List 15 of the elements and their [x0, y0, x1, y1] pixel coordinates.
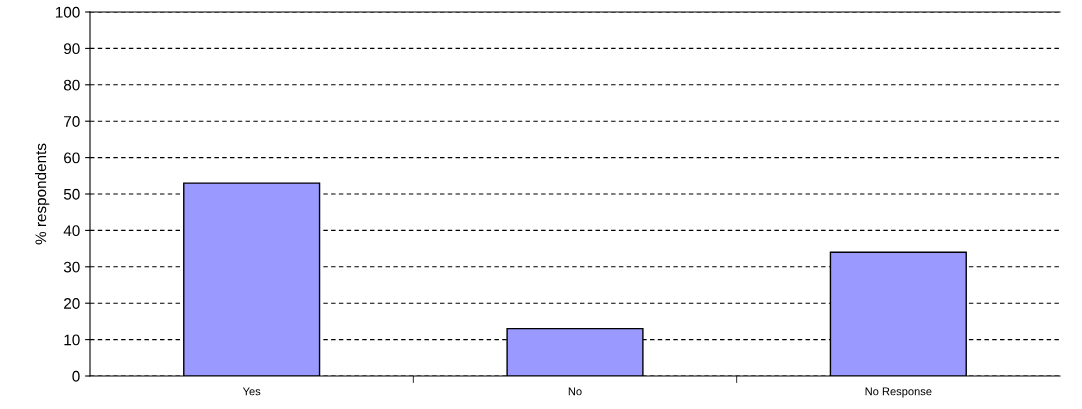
y-tick-label: 10	[64, 334, 80, 346]
x-tick-label: Yes	[242, 387, 261, 396]
y-tick-label: 0	[72, 370, 80, 382]
y-tick-label: 60	[64, 152, 80, 164]
y-axis-title: % respondents	[34, 143, 50, 245]
y-tick-label: 50	[63, 188, 80, 200]
y-tick-label: 30	[63, 261, 80, 273]
y-tick-label: 90	[64, 43, 80, 55]
y-tick-label: 100	[55, 6, 80, 18]
y-tick-label: 80	[63, 79, 80, 91]
x-tick-label: No	[568, 387, 582, 396]
x-tick-label: No Response	[865, 387, 932, 398]
y-tick-label: 20	[64, 298, 80, 309]
y-tick-label: 70	[64, 116, 80, 127]
y-tick-label: 40	[63, 225, 80, 237]
